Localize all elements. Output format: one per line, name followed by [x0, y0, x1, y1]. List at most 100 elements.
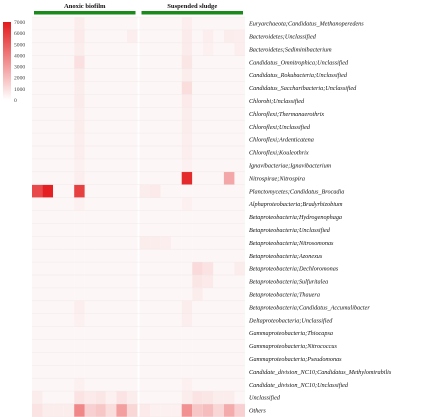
heatmap-cell	[63, 81, 75, 95]
heatmap-cell	[181, 365, 193, 379]
row-label: Bacteroidetes;Unclassified	[249, 33, 317, 40]
row-label: Deltaproteobacteria;Unclassified	[248, 317, 333, 324]
heatmap-cell	[192, 68, 203, 82]
group-label: Anoxic biofilm	[64, 3, 106, 10]
heatmap-cell	[84, 326, 96, 340]
heatmap-cell	[160, 55, 172, 69]
row-label: Betaproteobacteria;Sulfuritalea	[249, 279, 328, 286]
heatmap-cell	[53, 210, 64, 224]
heatmap-cell	[223, 223, 235, 237]
heatmap-cell	[84, 120, 96, 134]
heatmap-cell	[181, 339, 193, 353]
heatmap-cell	[63, 94, 75, 108]
heatmap-cell	[181, 94, 193, 108]
heatmap-cell	[53, 107, 64, 121]
heatmap-cell	[150, 210, 161, 224]
heatmap-cell	[105, 287, 117, 301]
heatmap-cell	[53, 236, 64, 250]
heatmap-cell	[202, 249, 214, 263]
heatmap-cell	[234, 42, 245, 56]
heatmap-cell	[213, 68, 224, 82]
heatmap-cell	[95, 107, 106, 121]
heatmap-cell	[95, 287, 106, 301]
heatmap-cell	[213, 223, 224, 237]
heatmap-cell	[223, 352, 235, 366]
heatmap-cell	[160, 326, 172, 340]
heatmap-cell	[74, 17, 85, 30]
heatmap-cell	[63, 287, 75, 301]
row-label: Euryarchaeota;Candidatus_Methanoperedens	[248, 21, 364, 28]
heatmap-cell	[234, 404, 245, 417]
heatmap-cell	[84, 133, 96, 146]
row-label: Candidate_division_NC10;Candidatus_Methy…	[249, 369, 392, 376]
heatmap-cell	[202, 133, 214, 146]
heatmap-cell	[202, 81, 214, 95]
heatmap-cell	[53, 313, 64, 327]
heatmap-cell	[213, 262, 224, 275]
heatmap-cell	[105, 339, 117, 353]
heatmap-cell	[223, 29, 235, 43]
heatmap-cell	[139, 300, 151, 314]
heatmap-cell	[139, 133, 151, 146]
heatmap-cell	[116, 300, 127, 314]
heatmap-cell	[74, 42, 85, 56]
row-label: Chloroflexi;Thermanaerothrix	[249, 111, 324, 118]
heatmap-cell	[42, 287, 54, 301]
heatmap-cell	[139, 81, 151, 95]
heatmap-cell	[126, 17, 138, 30]
heatmap-cell	[181, 17, 193, 30]
heatmap-cell	[223, 287, 235, 301]
heatmap-cell	[223, 378, 235, 392]
heatmap-cell	[150, 339, 161, 353]
heatmap-cell	[181, 107, 193, 121]
heatmap-cell	[126, 146, 138, 159]
heatmap-cell	[202, 275, 214, 288]
row-label: Nitrospirae;Nitrospira	[248, 175, 305, 182]
heatmap-cell	[181, 42, 193, 56]
heatmap-cell	[213, 378, 224, 392]
heatmap-cell	[63, 210, 75, 224]
heatmap-cell	[116, 352, 127, 366]
heatmap-cell	[202, 68, 214, 82]
heatmap-cell	[202, 391, 214, 404]
heatmap-cell	[139, 68, 151, 82]
row-label: Candidatus_Rokubacteria;Unclassified	[249, 72, 348, 79]
heatmap-cell	[126, 184, 138, 198]
heatmap-cell	[74, 352, 85, 366]
heatmap-cell	[105, 249, 117, 263]
heatmap-cell	[95, 365, 106, 379]
heatmap-cell	[53, 223, 64, 237]
heatmap-cell	[160, 300, 172, 314]
heatmap-cell	[223, 17, 235, 30]
heatmap-cell	[150, 223, 161, 237]
heatmap-cell	[160, 197, 172, 211]
heatmap-cell	[202, 94, 214, 108]
heatmap-cell	[53, 365, 64, 379]
heatmap-cell	[42, 404, 54, 417]
heatmap-cell	[126, 68, 138, 82]
heatmap-cell	[84, 262, 96, 275]
row-label: Betaproteobacteria;Unclassified	[249, 227, 331, 234]
heatmap-cell	[63, 313, 75, 327]
heatmap-cell	[150, 158, 161, 172]
heatmap-cell	[95, 339, 106, 353]
heatmap-cell	[74, 29, 85, 43]
heatmap-cell	[150, 378, 161, 392]
heatmap-cell	[32, 365, 43, 379]
heatmap-cell	[234, 68, 245, 82]
heatmap-cell	[32, 300, 43, 314]
heatmap-cell	[160, 171, 172, 185]
heatmap-cell	[223, 146, 235, 159]
heatmap-cell	[32, 210, 43, 224]
heatmap-cell	[223, 68, 235, 82]
heatmap-cell	[105, 55, 117, 69]
heatmap-cell	[63, 120, 75, 134]
heatmap-cell	[223, 326, 235, 340]
heatmap-cell	[95, 158, 106, 172]
heatmap-cell	[139, 287, 151, 301]
heatmap-cell	[126, 236, 138, 250]
heatmap-cell	[74, 391, 85, 404]
heatmap-cell	[32, 249, 43, 263]
heatmap-cell	[53, 352, 64, 366]
heatmap-cell	[95, 55, 106, 69]
